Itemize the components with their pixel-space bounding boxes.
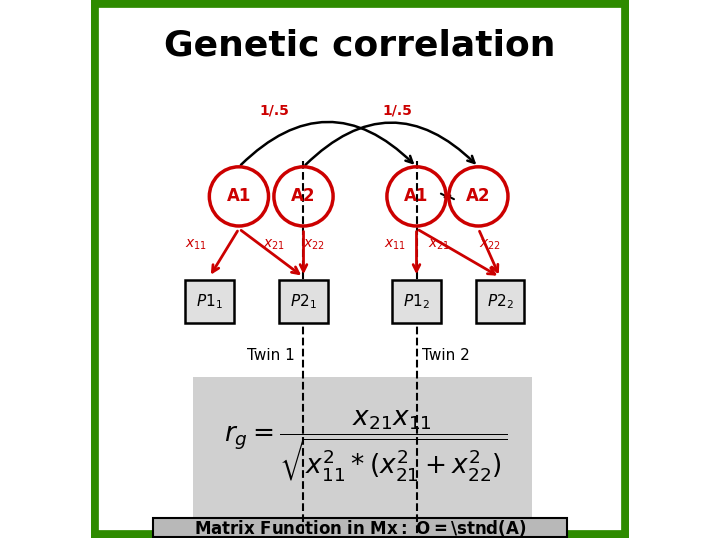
Text: 1/.5: 1/.5 xyxy=(383,103,413,117)
Text: $x_{22}$: $x_{22}$ xyxy=(303,238,325,252)
FancyArrowPatch shape xyxy=(305,123,474,165)
FancyBboxPatch shape xyxy=(279,280,328,323)
Text: $P2_2$: $P2_2$ xyxy=(487,292,513,310)
Text: $P1_2$: $P1_2$ xyxy=(403,292,430,310)
FancyBboxPatch shape xyxy=(94,3,626,536)
Text: A2: A2 xyxy=(292,187,316,205)
Text: 1/.5: 1/.5 xyxy=(259,103,289,117)
Text: Genetic correlation: Genetic correlation xyxy=(164,29,556,63)
Text: A1: A1 xyxy=(227,187,251,205)
Text: $P1_1$: $P1_1$ xyxy=(196,292,222,310)
FancyBboxPatch shape xyxy=(193,377,532,517)
FancyArrowPatch shape xyxy=(241,122,413,165)
Text: Twin 1: Twin 1 xyxy=(248,348,295,363)
Text: $r_g = \dfrac{x_{21}x_{11}}{\sqrt{x_{11}^2 * (x_{21}^2 + x_{22}^2)}}$: $r_g = \dfrac{x_{21}x_{11}}{\sqrt{x_{11}… xyxy=(224,409,507,484)
Text: $x_{22}$: $x_{22}$ xyxy=(480,238,501,252)
Text: A1: A1 xyxy=(405,187,428,205)
Text: $x_{11}$: $x_{11}$ xyxy=(185,238,207,252)
Text: $\mathbf{Matrix\ Function\ in\ Mx:\ O = \backslash stnd(A)}$: $\mathbf{Matrix\ Function\ in\ Mx:\ O = … xyxy=(194,518,526,538)
Text: $x_{11}$: $x_{11}$ xyxy=(384,238,406,252)
Text: $x_{21}$: $x_{21}$ xyxy=(263,238,285,252)
FancyBboxPatch shape xyxy=(153,518,567,537)
FancyBboxPatch shape xyxy=(392,280,441,323)
Text: Twin 2: Twin 2 xyxy=(422,348,470,363)
Text: $P2_1$: $P2_1$ xyxy=(290,292,317,310)
Text: A2: A2 xyxy=(466,187,490,205)
FancyBboxPatch shape xyxy=(476,280,524,323)
FancyBboxPatch shape xyxy=(185,280,233,323)
Text: $x_{21}$: $x_{21}$ xyxy=(428,238,450,252)
